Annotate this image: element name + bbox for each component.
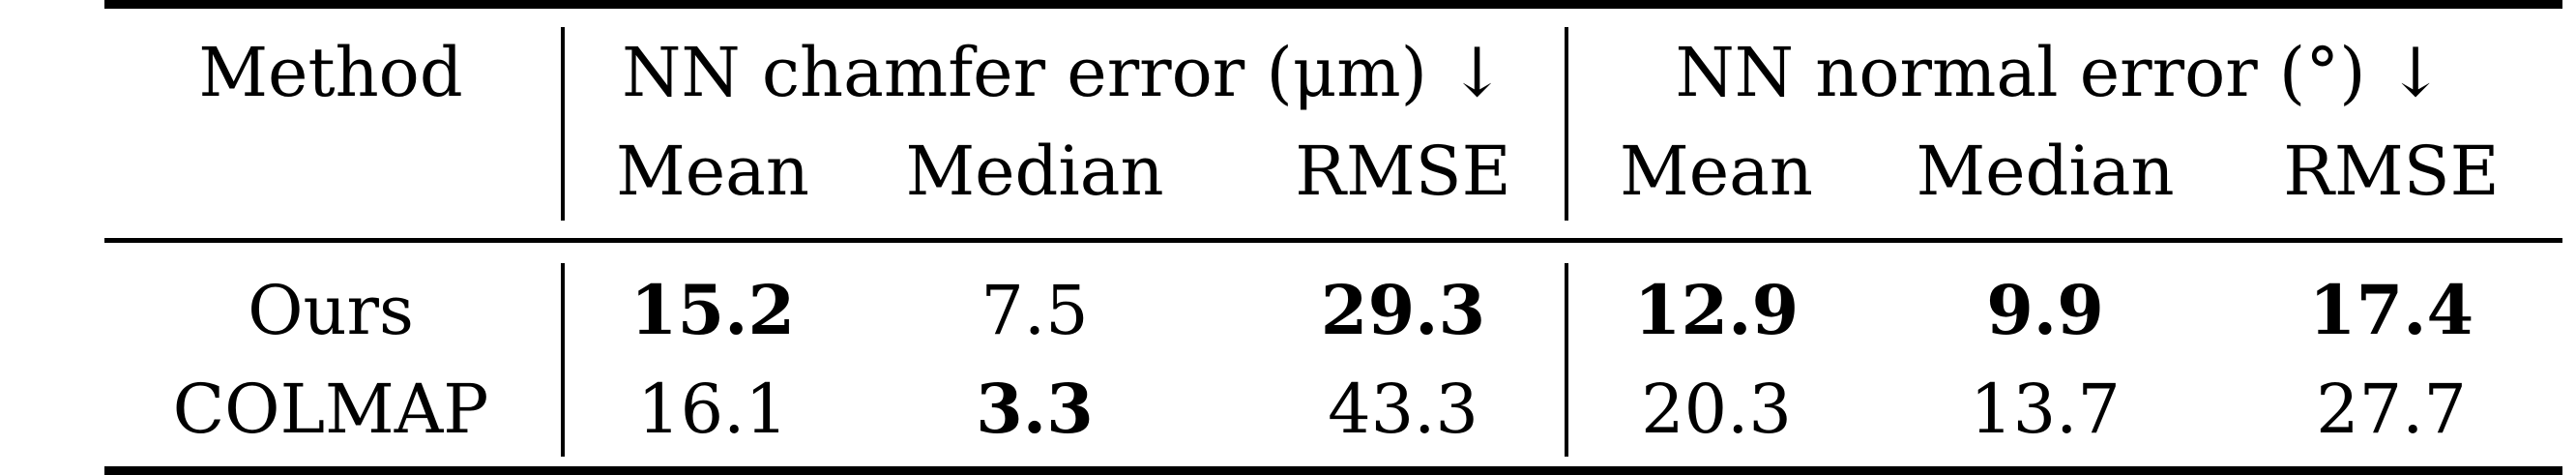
table-header-rule — [104, 238, 2562, 243]
subcolumn-header: RMSE — [1295, 132, 1511, 211]
table-cell: 43.3 — [1328, 370, 1478, 449]
subcolumn-header: Mean — [616, 132, 809, 211]
table-cell: 27.7 — [2316, 370, 2467, 449]
table-cell: 15.2 — [629, 270, 796, 350]
table-cell: 13.7 — [1970, 370, 2121, 449]
table-cell: 9.9 — [1986, 270, 2104, 350]
table-cell: 29.3 — [1320, 270, 1486, 350]
table-cell: 16.1 — [637, 370, 788, 449]
subcolumn-header: Median — [1916, 132, 2175, 211]
normal-error-group-header: NN normal error (°) ↓ — [1675, 33, 2444, 112]
row-method-label: COLMAP — [172, 370, 489, 449]
table-bottom-rule — [104, 466, 2562, 475]
column-divider — [1565, 263, 1568, 457]
table-cell: 3.3 — [976, 369, 1094, 449]
column-divider — [1565, 27, 1568, 221]
column-divider — [561, 263, 565, 457]
table-cell: 20.3 — [1641, 370, 1792, 449]
table-top-rule — [104, 0, 2562, 9]
chamfer-error-group-header: NN chamfer error (μm) ↓ — [622, 33, 1506, 112]
subcolumn-header: Median — [905, 132, 1164, 211]
subcolumn-header: RMSE — [2283, 132, 2500, 211]
method-header: Method — [198, 33, 463, 112]
row-method-label: Ours — [248, 271, 414, 350]
column-divider — [561, 27, 565, 221]
table-cell: 17.4 — [2308, 270, 2474, 350]
subcolumn-header: Mean — [1620, 132, 1813, 211]
table-cell: 12.9 — [1633, 270, 1800, 350]
table-cell: 7.5 — [981, 271, 1089, 350]
